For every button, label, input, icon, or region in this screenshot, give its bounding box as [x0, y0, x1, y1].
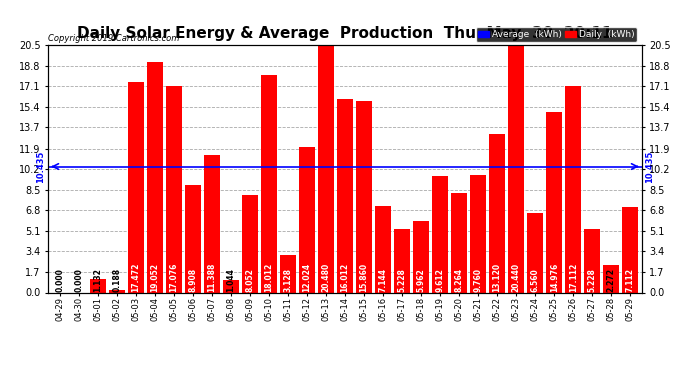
Bar — [375, 206, 391, 292]
Text: 19.052: 19.052 — [150, 263, 159, 292]
Text: Copyright 2019 Cartronics.com: Copyright 2019 Cartronics.com — [48, 33, 179, 42]
Bar — [603, 265, 620, 292]
Bar — [489, 134, 505, 292]
Text: 12.024: 12.024 — [302, 263, 311, 292]
Text: 18.012: 18.012 — [264, 262, 273, 292]
Text: 0.000: 0.000 — [55, 268, 64, 292]
Text: 5.228: 5.228 — [397, 268, 406, 292]
Bar — [356, 101, 372, 292]
Bar — [147, 63, 163, 292]
Text: 8.264: 8.264 — [455, 268, 464, 292]
Bar — [166, 86, 182, 292]
Text: 17.112: 17.112 — [569, 262, 578, 292]
Bar — [223, 280, 239, 292]
Text: 17.472: 17.472 — [131, 262, 140, 292]
Bar — [337, 99, 353, 292]
Bar — [299, 147, 315, 292]
Bar — [527, 213, 543, 292]
Bar — [261, 75, 277, 292]
Bar — [280, 255, 296, 292]
Text: 5.962: 5.962 — [417, 268, 426, 292]
Title: Daily Solar Energy & Average  Production  Thu  May  30  20:11: Daily Solar Energy & Average Production … — [77, 26, 613, 41]
Text: 11.388: 11.388 — [208, 262, 217, 292]
Text: 9.760: 9.760 — [473, 268, 482, 292]
Bar — [584, 230, 600, 292]
Bar — [394, 230, 410, 292]
Text: 7.112: 7.112 — [626, 268, 635, 292]
Text: 6.560: 6.560 — [531, 268, 540, 292]
Text: 17.076: 17.076 — [169, 262, 178, 292]
Text: 13.120: 13.120 — [493, 263, 502, 292]
Text: 20.440: 20.440 — [512, 263, 521, 292]
Bar — [413, 220, 429, 292]
Text: 20.480: 20.480 — [322, 262, 331, 292]
Bar — [508, 46, 524, 292]
Bar — [451, 193, 467, 292]
Text: 10.435: 10.435 — [37, 150, 46, 183]
Bar — [432, 177, 448, 292]
Bar — [565, 86, 581, 292]
Text: 8.052: 8.052 — [246, 268, 255, 292]
Bar — [470, 175, 486, 292]
Legend: Average  (kWh), Daily  (kWh): Average (kWh), Daily (kWh) — [475, 27, 637, 42]
Bar — [318, 45, 334, 292]
Text: 3.128: 3.128 — [284, 268, 293, 292]
Bar — [204, 155, 220, 292]
Bar — [109, 290, 125, 292]
Bar — [185, 185, 201, 292]
Text: 14.976: 14.976 — [550, 262, 559, 292]
Bar — [241, 195, 258, 292]
Text: 1.044: 1.044 — [226, 268, 235, 292]
Text: 7.144: 7.144 — [379, 268, 388, 292]
Text: 16.012: 16.012 — [340, 263, 350, 292]
Text: 15.860: 15.860 — [359, 263, 368, 292]
Text: 0.188: 0.188 — [112, 268, 121, 292]
Bar — [622, 207, 638, 292]
Text: 10.435: 10.435 — [644, 150, 653, 183]
Text: 0.000: 0.000 — [75, 268, 83, 292]
Text: 5.228: 5.228 — [588, 268, 597, 292]
Text: 9.612: 9.612 — [435, 268, 444, 292]
Bar — [128, 81, 144, 292]
Bar — [546, 112, 562, 292]
Text: 2.272: 2.272 — [607, 268, 615, 292]
Text: 1.132: 1.132 — [93, 268, 102, 292]
Bar — [90, 279, 106, 292]
Text: 8.908: 8.908 — [188, 268, 197, 292]
